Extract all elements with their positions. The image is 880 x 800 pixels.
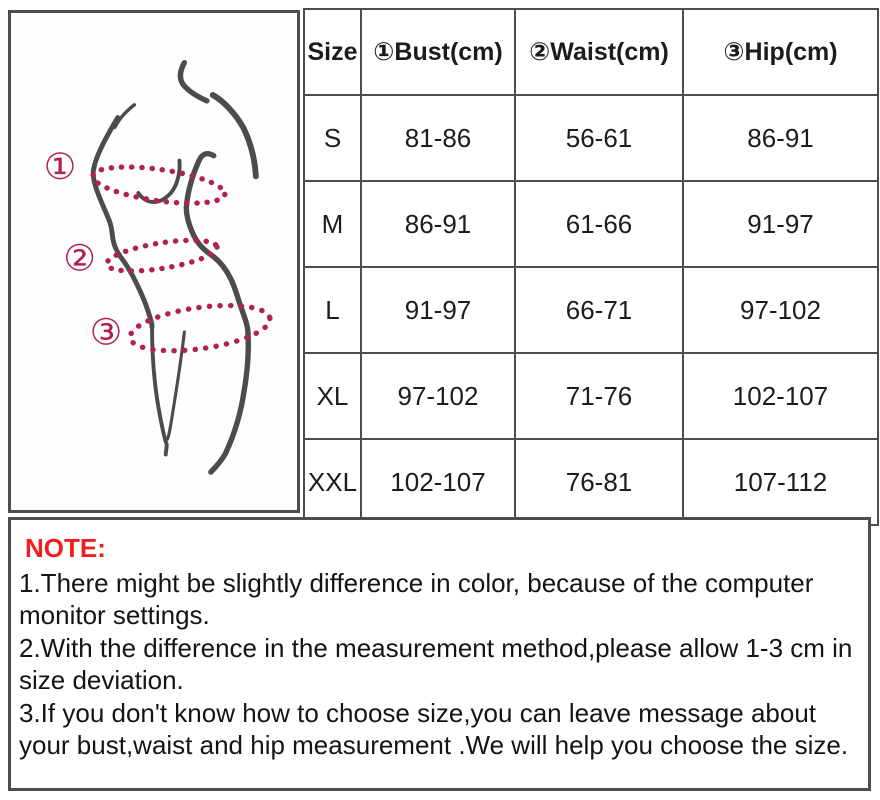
measure-lines (90, 164, 273, 354)
waist-cell: 56-61 (514, 94, 684, 182)
body-outline-strokes (90, 59, 259, 475)
note-item-1: 1.There might be slightly difference in … (19, 567, 814, 631)
bust-cell: 102-107 (360, 438, 516, 526)
col-header-bust: ①Bust(cm) (360, 8, 516, 96)
bust-measure-ellipse (90, 164, 228, 206)
size-cell: XXL (303, 438, 362, 526)
header-row: Size ①Bust(cm) ②Waist(cm) ③Hip(cm) (303, 8, 879, 96)
note-box: NOTE: 1.There might be slightly differen… (8, 517, 871, 791)
table-row-xl: XL 97-102 71-76 102-107 (303, 352, 879, 440)
measure-markers: ① ② ③ (44, 145, 123, 354)
bust-cell: 86-91 (360, 180, 516, 268)
bust-cell: 97-102 (360, 352, 516, 440)
body-figure-illustration: ① ② ③ (44, 59, 273, 475)
hip-cell: 91-97 (682, 180, 879, 268)
waist-cell: 76-81 (514, 438, 684, 526)
size-table-header: Size ①Bust(cm) ②Waist(cm) ③Hip(cm) (303, 8, 879, 96)
size-cell: L (303, 266, 362, 354)
col-header-size: Size (303, 8, 362, 96)
waist-measure-ellipse (103, 237, 220, 274)
waist-marker-label: ② (63, 236, 95, 279)
size-table-body: S 81-86 56-61 86-91 M 86-91 61-66 91-97 … (303, 94, 879, 526)
size-cell: S (303, 94, 362, 182)
waist-cell: 61-66 (514, 180, 684, 268)
hip-cell: 107-112 (682, 438, 879, 526)
table-row-xxl: XXL 102-107 76-81 107-112 (303, 438, 879, 526)
table-row-m: M 86-91 61-66 91-97 (303, 180, 879, 268)
hip-cell: 97-102 (682, 266, 879, 354)
size-cell: XL (303, 352, 362, 440)
bust-cell: 91-97 (360, 266, 516, 354)
body-figure-panel: ① ② ③ (8, 10, 300, 513)
note-item-2: 2.With the difference in the measurement… (19, 632, 853, 696)
hip-cell: 86-91 (682, 94, 879, 182)
hip-cell: 102-107 (682, 352, 879, 440)
bust-cell: 81-86 (360, 94, 516, 182)
table-row-l: L 91-97 66-71 97-102 (303, 266, 879, 354)
col-header-hip: ③Hip(cm) (682, 8, 879, 96)
waist-cell: 71-76 (514, 352, 684, 440)
size-table: Size ①Bust(cm) ②Waist(cm) ③Hip(cm) S 81-… (303, 8, 879, 526)
waist-cell: 66-71 (514, 266, 684, 354)
col-header-waist: ②Waist(cm) (514, 8, 684, 96)
size-cell: M (303, 180, 362, 268)
note-title: NOTE: (25, 533, 106, 563)
note-item-3: 3.If you don't know how to choose size,y… (19, 697, 849, 761)
hip-measure-ellipse (127, 302, 273, 354)
table-row-s: S 81-86 56-61 86-91 (303, 94, 879, 182)
hip-marker-label: ③ (90, 311, 122, 354)
bust-marker-label: ① (44, 145, 76, 188)
